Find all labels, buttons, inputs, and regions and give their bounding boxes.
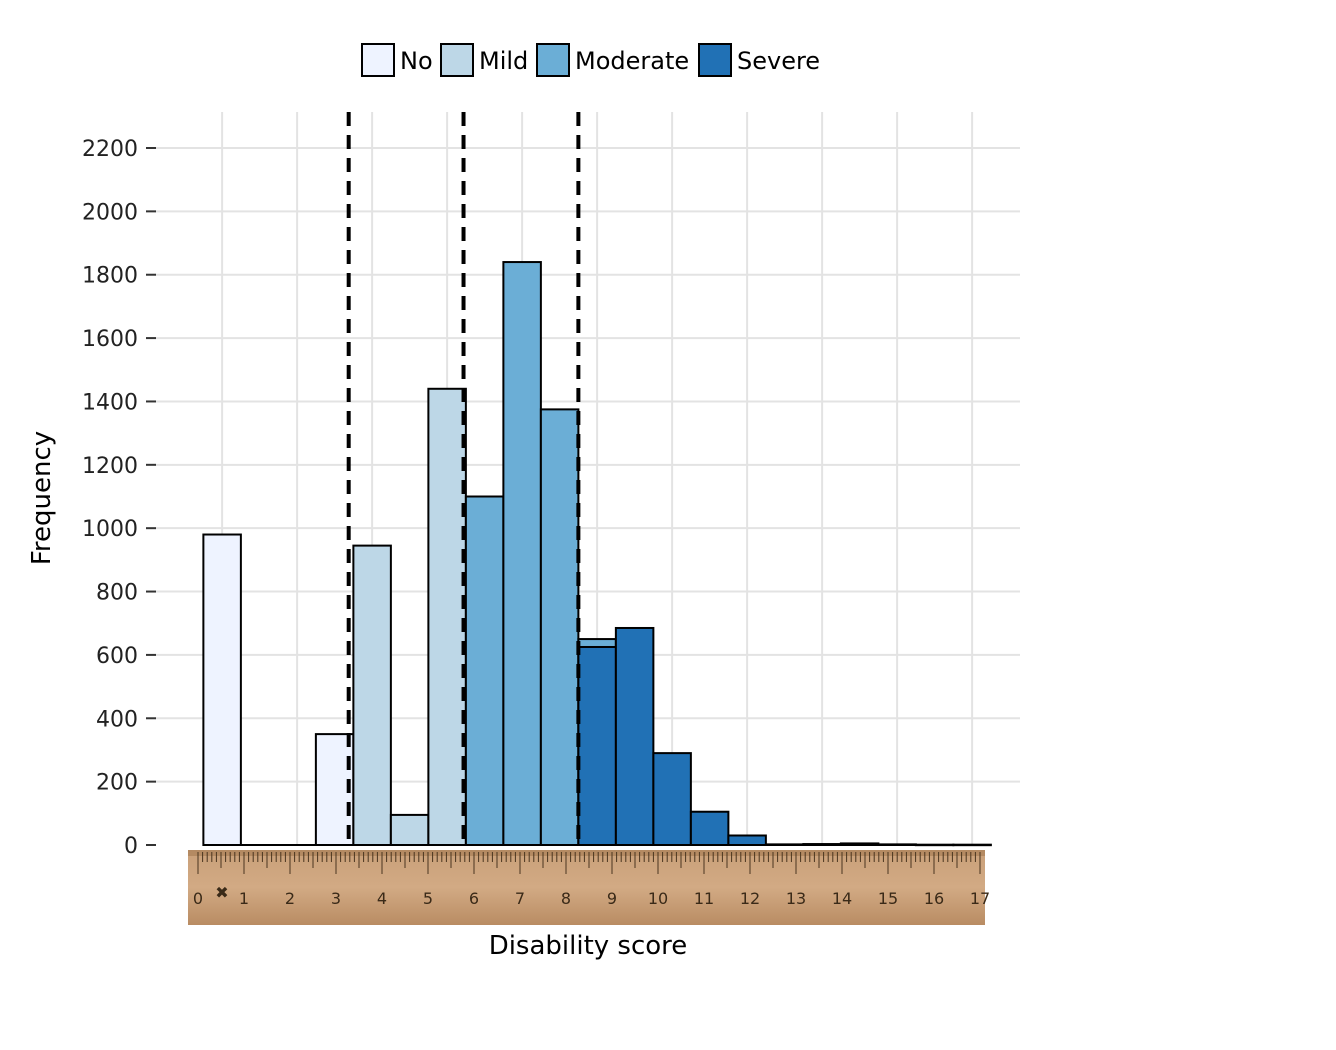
bars: [202, 261, 992, 847]
ruler-number: 15: [878, 889, 898, 908]
bar-severe: [577, 645, 617, 847]
ruler-number: 6: [469, 889, 479, 908]
y-tick-label: 0: [124, 834, 138, 859]
bar-mild: [389, 813, 430, 847]
legend-swatch-severe: [698, 43, 732, 77]
bar-severe: [727, 834, 767, 847]
y-axis-title: Frequency: [27, 431, 57, 565]
legend: No Mild Moderate Severe: [361, 43, 820, 77]
ruler-number: 7: [515, 889, 525, 908]
bar-moderate: [502, 261, 542, 846]
bar-severe: [614, 626, 655, 847]
x-axis-title: Disability score: [489, 931, 688, 961]
ruler-number: 10: [648, 889, 668, 908]
y-tick-label: 400: [96, 707, 138, 732]
y-tick-label: 200: [96, 771, 138, 796]
ruler-number: 2: [285, 889, 295, 908]
y-tick-label: 1800: [82, 264, 138, 289]
ruler-number: 16: [924, 889, 944, 908]
ruler-number: 0: [193, 889, 203, 908]
y-tick-label: 1400: [82, 390, 138, 415]
ruler-number: 12: [740, 889, 760, 908]
y-tick-label: 1000: [82, 517, 138, 542]
legend-label-no: No: [400, 47, 433, 75]
bar-severe: [652, 752, 692, 847]
y-tick-label: 1200: [82, 454, 138, 479]
ruler-number: 8: [561, 889, 571, 908]
ruler-number: 13: [786, 889, 806, 908]
y-tick-label: 800: [96, 581, 138, 606]
ruler-edge: [188, 850, 985, 856]
legend-swatch-no: [361, 43, 395, 77]
legend-label-severe: Severe: [737, 47, 820, 75]
ruler-number: 5: [423, 889, 433, 908]
ruler-logo-icon: ✖: [215, 883, 228, 902]
y-tick-label: 1600: [82, 327, 138, 352]
bar-severe: [689, 810, 730, 846]
legend-swatch-mild: [440, 43, 474, 77]
y-tick-label: 2000: [82, 200, 138, 225]
ruler-number: 1: [239, 889, 249, 908]
bar-no: [202, 533, 242, 846]
bar-mild: [427, 387, 467, 846]
legend-label-moderate: Moderate: [575, 47, 689, 75]
bar-moderate: [464, 495, 505, 846]
ruler-image: 0 1 2 3 4 5 6 7 8 9 10 11 12 13 14 15 16 17✖: [188, 850, 990, 925]
ruler-number: 9: [607, 889, 617, 908]
y-axis: 0 200 400 600 800 1000 1200 1400 1600 1800 2000 220…: [82, 137, 156, 859]
y-tick-label: 600: [96, 644, 138, 669]
ruler-number: 4: [377, 889, 387, 908]
y-tick-label: 2200: [82, 137, 138, 162]
ruler-number: 17: [970, 889, 990, 908]
ruler-number: 14: [832, 889, 852, 908]
ruler-number: 11: [694, 889, 714, 908]
cutoff-lines: [346, 112, 581, 845]
bar-mild: [352, 544, 392, 846]
ruler-number: 3: [331, 889, 341, 908]
legend-swatch-moderate: [536, 43, 570, 77]
ruler-body: [188, 850, 985, 925]
bar-moderate: [539, 408, 580, 846]
legend-label-mild: Mild: [479, 47, 528, 75]
